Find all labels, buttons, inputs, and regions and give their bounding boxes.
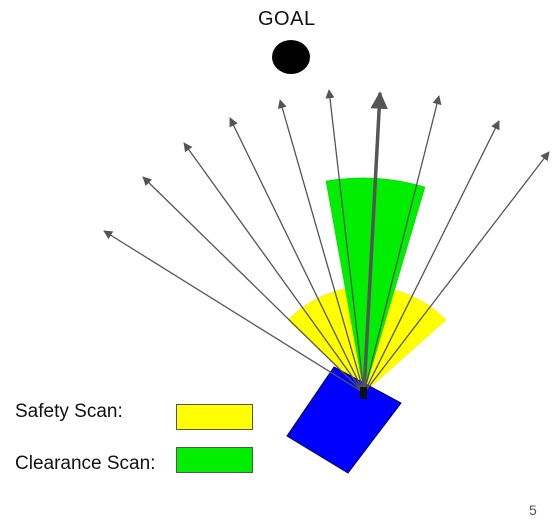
scan-rays xyxy=(103,89,550,394)
scan-ray-2 xyxy=(142,176,365,394)
scan-ray-9 xyxy=(363,151,550,394)
page-number: 5 xyxy=(529,502,537,518)
scan-ray-1 xyxy=(103,230,365,394)
legend-clearance-label: Clearance Scan: xyxy=(15,453,156,474)
scan-ray-5 xyxy=(277,99,365,394)
scan-ray-8 xyxy=(363,120,500,394)
robot-body xyxy=(286,366,402,474)
legend-safety-label: Safety Scan: xyxy=(15,401,123,422)
goal-label: GOAL xyxy=(258,8,316,30)
legend-safety-swatch xyxy=(176,404,253,430)
chosen-direction-arrow xyxy=(362,91,388,394)
goal-marker xyxy=(272,40,310,74)
legend-clearance-swatch xyxy=(176,447,253,473)
scan-ray-3 xyxy=(183,142,365,394)
robot-origin xyxy=(360,387,367,399)
scan-ray-7 xyxy=(363,95,442,394)
scan-ray-6 xyxy=(325,89,365,394)
scan-ray-4 xyxy=(229,117,365,394)
